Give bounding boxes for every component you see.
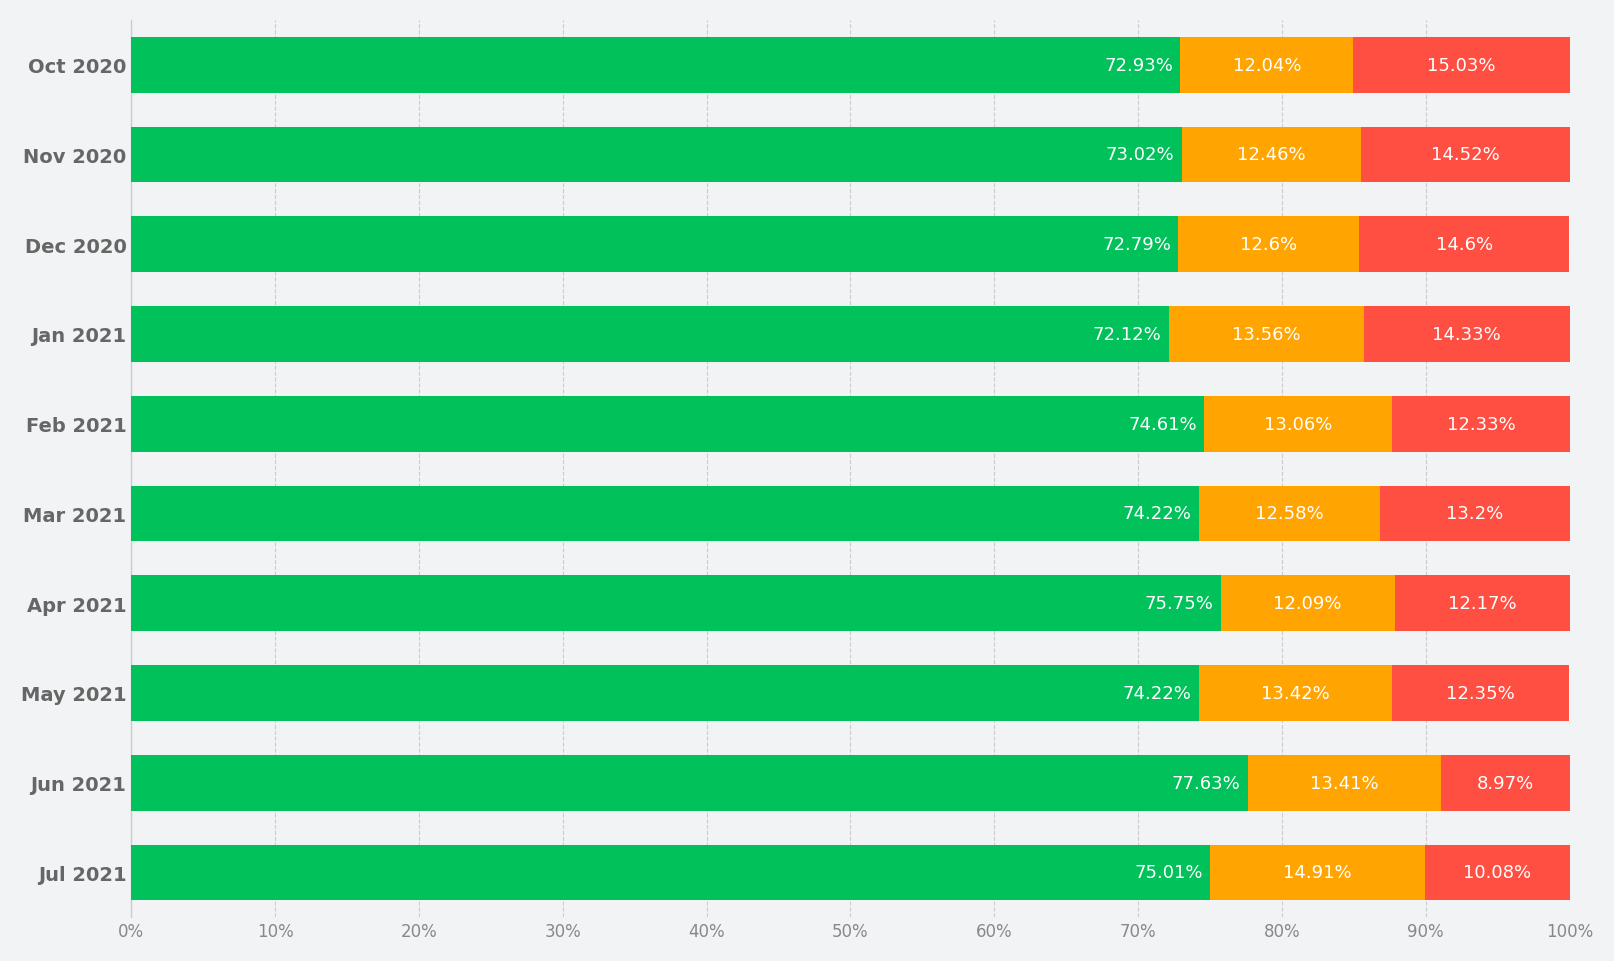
Bar <box>131 845 1569 900</box>
Bar <box>131 486 1569 542</box>
Text: 13.41%: 13.41% <box>1311 774 1378 792</box>
Bar <box>1199 486 1380 542</box>
Text: 10.08%: 10.08% <box>1462 864 1532 881</box>
Bar <box>131 755 1569 811</box>
Text: 75.75%: 75.75% <box>1144 595 1214 612</box>
Bar <box>131 37 1180 93</box>
Bar <box>131 217 1569 273</box>
Text: 14.91%: 14.91% <box>1283 864 1351 881</box>
Bar <box>131 755 1248 811</box>
Bar <box>1441 755 1570 811</box>
Text: 74.22%: 74.22% <box>1123 684 1191 702</box>
Bar <box>131 397 1204 452</box>
Text: 13.2%: 13.2% <box>1446 505 1503 523</box>
Text: 77.63%: 77.63% <box>1172 774 1241 792</box>
Bar <box>1220 576 1394 631</box>
Bar <box>131 128 1181 184</box>
Bar <box>1354 37 1569 93</box>
Bar <box>1204 397 1393 452</box>
Text: 72.93%: 72.93% <box>1104 57 1173 75</box>
Bar <box>1169 307 1364 362</box>
Text: 13.06%: 13.06% <box>1264 415 1333 433</box>
Bar <box>1181 128 1361 184</box>
Bar <box>1425 845 1569 900</box>
Text: 12.17%: 12.17% <box>1448 595 1517 612</box>
Bar <box>131 307 1569 362</box>
Text: 15.03%: 15.03% <box>1427 57 1496 75</box>
Text: 75.01%: 75.01% <box>1135 864 1202 881</box>
Text: 14.52%: 14.52% <box>1430 146 1499 164</box>
Text: 12.58%: 12.58% <box>1256 505 1323 523</box>
Bar <box>131 486 1199 542</box>
Text: 72.12%: 72.12% <box>1093 326 1162 344</box>
Text: 13.42%: 13.42% <box>1261 684 1330 702</box>
Bar <box>131 665 1569 721</box>
Text: 73.02%: 73.02% <box>1106 146 1175 164</box>
Bar <box>131 576 1220 631</box>
Text: 74.22%: 74.22% <box>1123 505 1191 523</box>
Bar <box>131 217 1178 273</box>
Text: 12.46%: 12.46% <box>1236 146 1306 164</box>
Bar <box>1394 576 1570 631</box>
Bar <box>1361 128 1569 184</box>
Bar <box>131 845 1210 900</box>
Bar <box>1364 307 1570 362</box>
Text: 12.09%: 12.09% <box>1273 595 1341 612</box>
Text: 13.56%: 13.56% <box>1231 326 1301 344</box>
Text: 12.35%: 12.35% <box>1446 684 1516 702</box>
Bar <box>1210 845 1425 900</box>
Bar <box>131 576 1569 631</box>
Bar <box>131 37 1569 93</box>
Text: 14.33%: 14.33% <box>1432 326 1501 344</box>
Text: 12.6%: 12.6% <box>1240 236 1298 254</box>
Text: 72.79%: 72.79% <box>1102 236 1172 254</box>
Bar <box>1393 397 1569 452</box>
Bar <box>1380 486 1569 542</box>
Bar <box>131 307 1169 362</box>
Text: 12.04%: 12.04% <box>1233 57 1301 75</box>
Bar <box>131 397 1569 452</box>
Bar <box>1199 665 1391 721</box>
Bar <box>131 665 1199 721</box>
Bar <box>1178 217 1359 273</box>
Text: 14.6%: 14.6% <box>1436 236 1493 254</box>
Bar <box>1391 665 1569 721</box>
Text: 74.61%: 74.61% <box>1128 415 1198 433</box>
Bar <box>1180 37 1354 93</box>
Bar <box>1359 217 1569 273</box>
Text: 12.33%: 12.33% <box>1446 415 1516 433</box>
Bar <box>1248 755 1441 811</box>
Text: 8.97%: 8.97% <box>1477 774 1533 792</box>
Bar <box>131 128 1569 184</box>
